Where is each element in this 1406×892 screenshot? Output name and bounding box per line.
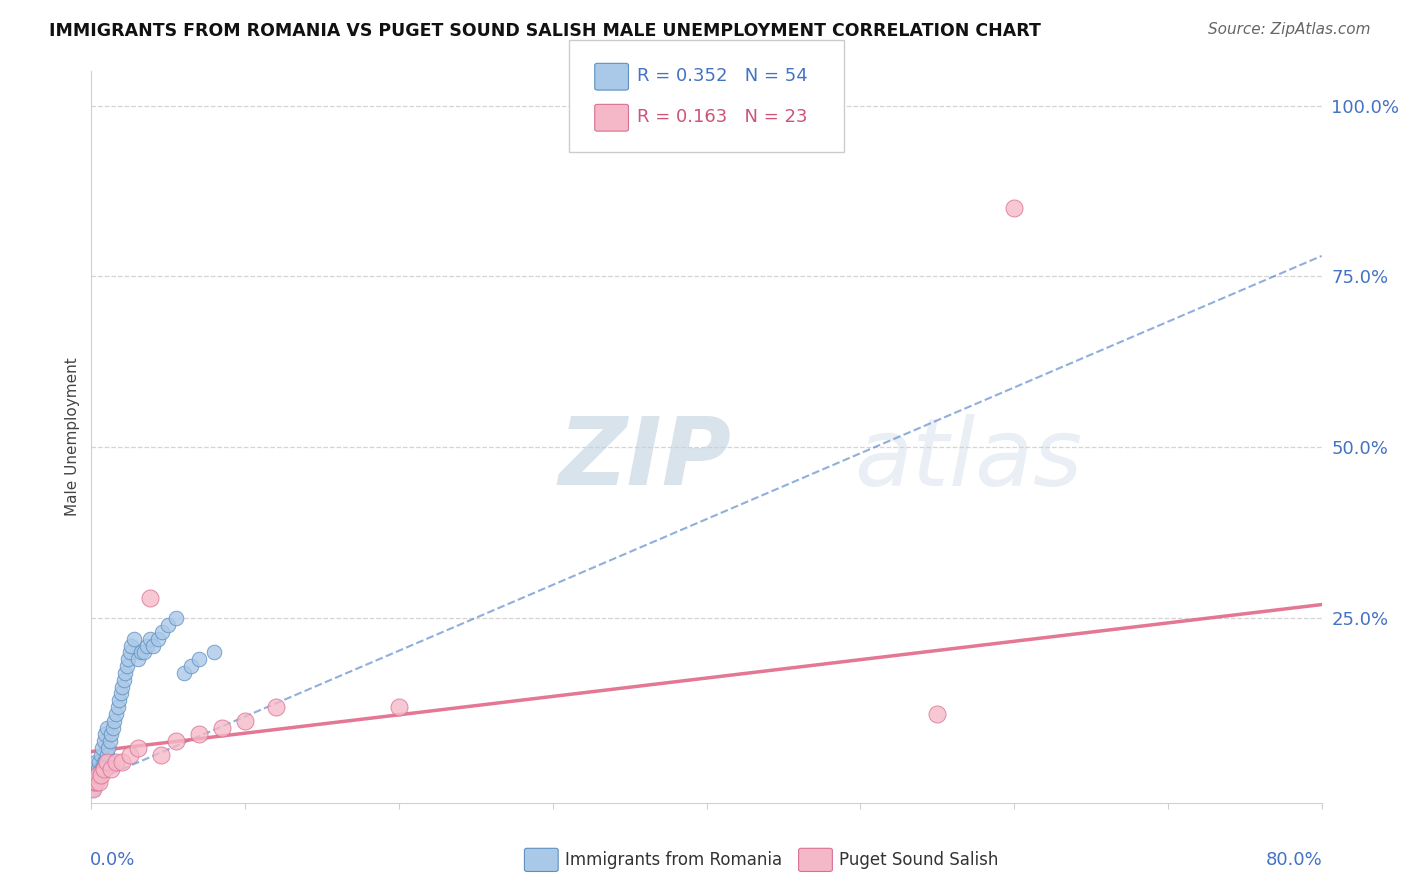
Point: [139, 632, 162, 646]
Point: [188, 727, 211, 741]
Point: [165, 611, 187, 625]
Point: [127, 741, 149, 756]
Point: [129, 645, 152, 659]
Point: [100, 727, 122, 741]
Point: [100, 762, 122, 776]
Point: [180, 659, 202, 673]
Point: [188, 652, 211, 666]
Point: [211, 721, 233, 735]
Point: [82, 782, 104, 797]
Point: [86, 768, 108, 782]
Point: [90, 762, 112, 776]
Point: [86, 768, 108, 782]
Point: [86, 762, 108, 776]
Point: [91, 741, 114, 756]
Point: [150, 624, 173, 639]
Point: [94, 727, 117, 741]
Point: [111, 755, 134, 769]
Point: [87, 768, 110, 782]
Point: [110, 686, 132, 700]
Point: [233, 714, 256, 728]
Point: [96, 721, 118, 735]
Point: [87, 755, 110, 769]
Point: [90, 747, 112, 762]
Text: R = 0.352   N = 54: R = 0.352 N = 54: [637, 67, 807, 85]
Point: [146, 632, 169, 646]
Point: [93, 762, 115, 776]
Point: [83, 762, 105, 776]
Point: [87, 775, 110, 789]
Point: [264, 700, 287, 714]
Point: [108, 693, 131, 707]
Text: Immigrants from Romania: Immigrants from Romania: [565, 851, 782, 869]
Point: [105, 706, 127, 721]
Text: Puget Sound Salish: Puget Sound Salish: [839, 851, 998, 869]
Point: [1002, 201, 1025, 215]
Point: [388, 700, 411, 714]
Point: [120, 639, 142, 653]
Point: [139, 591, 162, 605]
Point: [98, 734, 121, 748]
Point: [82, 775, 104, 789]
Point: [83, 775, 105, 789]
Point: [82, 768, 104, 782]
Point: [90, 768, 112, 782]
Point: [112, 673, 135, 687]
Point: [103, 714, 125, 728]
Point: [142, 639, 165, 653]
Text: IMMIGRANTS FROM ROMANIA VS PUGET SOUND SALISH MALE UNEMPLOYMENT CORRELATION CHAR: IMMIGRANTS FROM ROMANIA VS PUGET SOUND S…: [49, 22, 1040, 40]
Point: [94, 755, 117, 769]
Y-axis label: Male Unemployment: Male Unemployment: [65, 358, 80, 516]
Point: [96, 747, 118, 762]
Point: [91, 762, 114, 776]
Text: R = 0.163   N = 23: R = 0.163 N = 23: [637, 108, 807, 126]
Point: [96, 755, 118, 769]
Point: [97, 741, 120, 756]
Point: [84, 768, 107, 782]
Point: [127, 652, 149, 666]
Point: [114, 665, 136, 680]
Point: [118, 645, 141, 659]
Point: [173, 665, 195, 680]
Point: [118, 747, 141, 762]
Point: [165, 734, 187, 748]
Point: [115, 659, 138, 673]
Point: [117, 652, 139, 666]
Text: ZIP: ZIP: [558, 413, 731, 505]
Point: [927, 706, 949, 721]
Point: [107, 700, 129, 714]
Point: [84, 775, 107, 789]
Point: [82, 782, 104, 797]
Point: [105, 755, 127, 769]
Point: [93, 734, 115, 748]
Point: [149, 747, 172, 762]
Point: [84, 775, 107, 789]
Point: [83, 768, 105, 782]
Text: atlas: atlas: [853, 414, 1083, 505]
Point: [202, 645, 225, 659]
Point: [83, 775, 105, 789]
Point: [157, 618, 180, 632]
Point: [93, 755, 115, 769]
Point: [132, 645, 155, 659]
Point: [101, 721, 124, 735]
Text: Source: ZipAtlas.com: Source: ZipAtlas.com: [1208, 22, 1371, 37]
Text: 0.0%: 0.0%: [90, 851, 135, 869]
Point: [135, 639, 157, 653]
Point: [124, 632, 146, 646]
Text: 80.0%: 80.0%: [1267, 851, 1323, 869]
Point: [84, 755, 107, 769]
Point: [111, 680, 134, 694]
